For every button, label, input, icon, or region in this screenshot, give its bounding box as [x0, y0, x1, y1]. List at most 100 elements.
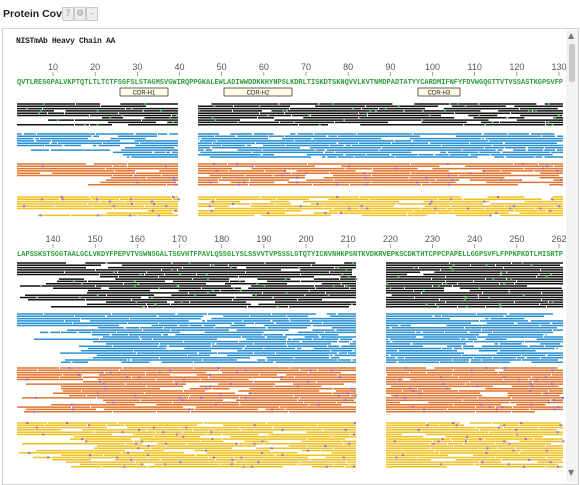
scroll-down-icon[interactable]: ▼	[568, 468, 575, 477]
modification-mark	[387, 338, 390, 341]
modification-mark	[34, 396, 37, 399]
modification-mark	[140, 463, 143, 466]
modification-mark	[112, 205, 115, 208]
settings-icon[interactable]: ⚙	[74, 7, 86, 21]
modification-mark	[96, 198, 99, 201]
modification-mark	[342, 456, 345, 459]
scroll-thumb[interactable]	[569, 44, 575, 82]
modification-mark	[398, 378, 401, 381]
modification-mark	[307, 449, 310, 452]
modification-mark	[445, 282, 448, 285]
position-tick-label: 90	[385, 62, 395, 72]
modification-mark	[559, 424, 562, 427]
modification-mark	[38, 112, 41, 115]
modification-mark	[529, 390, 532, 392]
position-tick-label: 230	[425, 234, 440, 244]
modification-mark	[176, 285, 179, 287]
modification-mark	[555, 169, 558, 172]
minimize-icon[interactable]: –	[86, 7, 98, 21]
modification-mark	[96, 294, 99, 297]
modification-mark	[152, 426, 155, 429]
modification-mark	[282, 333, 285, 336]
modification-mark	[504, 156, 507, 158]
modification-mark	[364, 176, 367, 179]
modification-mark	[512, 205, 515, 208]
modification-mark	[160, 109, 163, 112]
modification-mark	[180, 301, 183, 304]
modification-mark	[425, 303, 428, 306]
modification-mark	[542, 167, 545, 170]
modification-mark	[482, 169, 485, 172]
modification-mark	[254, 294, 257, 297]
modification-mark	[430, 200, 433, 203]
modification-mark	[485, 367, 488, 369]
modification-mark	[456, 103, 459, 105]
modification-mark	[264, 336, 267, 338]
modification-mark	[133, 133, 136, 135]
modification-mark	[47, 456, 50, 459]
modification-mark	[416, 181, 419, 184]
modification-mark	[89, 454, 92, 457]
modification-mark	[531, 385, 534, 388]
modification-mark	[108, 200, 111, 203]
modification-mark	[332, 285, 335, 287]
modification-mark	[446, 151, 449, 154]
modification-mark	[450, 198, 453, 201]
modification-mark	[479, 403, 482, 406]
modification-mark	[499, 305, 502, 308]
modification-mark	[443, 109, 446, 112]
modification-mark	[156, 315, 159, 318]
modification-mark	[551, 369, 554, 372]
modification-mark	[319, 336, 322, 338]
modification-mark	[337, 266, 340, 269]
modification-mark	[384, 107, 387, 110]
modification-mark	[484, 123, 487, 126]
modification-mark	[524, 438, 527, 441]
modification-mark	[134, 394, 137, 397]
modification-mark	[174, 209, 177, 212]
modification-mark	[547, 401, 550, 404]
modification-mark	[560, 179, 563, 182]
modification-mark	[40, 198, 43, 201]
modification-mark	[495, 149, 498, 152]
modification-mark	[466, 207, 469, 210]
modification-mark	[530, 403, 533, 406]
modification-mark	[183, 378, 186, 381]
modification-mark	[483, 200, 486, 203]
modification-mark	[522, 294, 525, 297]
modification-mark	[489, 214, 492, 217]
modification-mark	[236, 371, 239, 374]
modification-mark	[214, 342, 217, 345]
position-tick-label: 262	[551, 234, 566, 244]
modification-mark	[285, 291, 288, 294]
title-bar: Protein Coverage ? ⚙ –	[0, 0, 580, 28]
modification-mark	[417, 428, 420, 431]
modification-mark	[500, 179, 503, 182]
modification-mark	[503, 282, 506, 285]
modification-mark	[98, 380, 101, 383]
modification-mark	[542, 156, 545, 158]
modification-mark	[40, 109, 43, 112]
modification-mark	[121, 114, 124, 117]
modification-mark	[243, 181, 246, 184]
modification-mark	[235, 163, 238, 165]
modification-mark	[397, 105, 400, 108]
scroll-up-icon[interactable]: ▲	[568, 31, 575, 40]
modification-mark	[230, 463, 233, 466]
modification-mark	[434, 207, 437, 210]
modification-mark	[161, 333, 164, 336]
modification-mark	[175, 114, 178, 117]
modification-mark	[244, 369, 247, 372]
modification-mark	[508, 442, 511, 445]
modification-mark	[237, 121, 240, 124]
vertical-scrollbar[interactable]: ▲ ▼	[566, 30, 578, 482]
modification-mark	[200, 396, 203, 399]
modification-mark	[562, 440, 565, 443]
modification-mark	[61, 198, 64, 201]
modification-mark	[76, 331, 79, 334]
help-icon[interactable]: ?	[62, 7, 74, 21]
modification-mark	[442, 383, 445, 386]
position-tick-label: 80	[343, 62, 353, 72]
modification-mark	[334, 329, 337, 332]
